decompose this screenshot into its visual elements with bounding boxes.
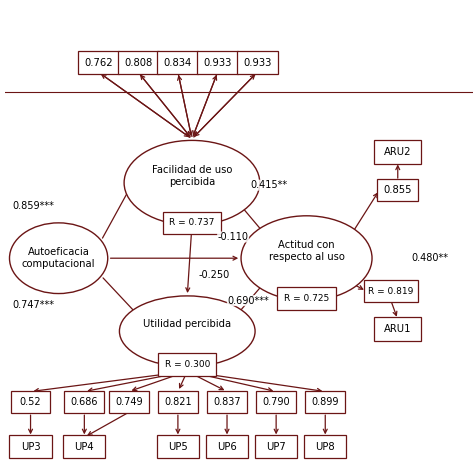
FancyBboxPatch shape — [377, 179, 419, 201]
FancyBboxPatch shape — [10, 391, 50, 413]
Text: -0.250: -0.250 — [199, 270, 230, 280]
FancyBboxPatch shape — [64, 435, 105, 458]
FancyBboxPatch shape — [277, 287, 336, 310]
FancyBboxPatch shape — [78, 51, 119, 74]
Text: Autoeficacia
computacional: Autoeficacia computacional — [22, 247, 95, 269]
Text: 0.749: 0.749 — [115, 397, 143, 407]
Text: UP5: UP5 — [168, 442, 188, 452]
Text: UP6: UP6 — [217, 442, 237, 452]
Text: 0.933: 0.933 — [203, 58, 232, 68]
FancyBboxPatch shape — [206, 435, 248, 458]
Text: 0.834: 0.834 — [164, 58, 192, 68]
Text: 0.762: 0.762 — [84, 58, 113, 68]
Ellipse shape — [241, 216, 372, 301]
FancyBboxPatch shape — [157, 435, 199, 458]
FancyBboxPatch shape — [9, 435, 52, 458]
Text: 0.52: 0.52 — [20, 397, 41, 407]
FancyBboxPatch shape — [157, 51, 199, 74]
Text: UP8: UP8 — [315, 442, 335, 452]
Text: 0.747***: 0.747*** — [12, 301, 54, 310]
Text: Actitud con
respecto al uso: Actitud con respecto al uso — [269, 240, 345, 262]
FancyBboxPatch shape — [158, 353, 217, 375]
FancyBboxPatch shape — [305, 391, 345, 413]
FancyBboxPatch shape — [109, 391, 149, 413]
Text: UP7: UP7 — [266, 442, 286, 452]
FancyBboxPatch shape — [207, 391, 247, 413]
Text: 0.933: 0.933 — [243, 58, 272, 68]
Text: 0.415**: 0.415** — [250, 180, 288, 190]
Text: 0.899: 0.899 — [311, 397, 339, 407]
Text: 0.837: 0.837 — [213, 397, 241, 407]
Text: R = 0.300: R = 0.300 — [164, 360, 210, 369]
FancyBboxPatch shape — [118, 51, 159, 74]
FancyBboxPatch shape — [255, 435, 297, 458]
Text: 0.821: 0.821 — [164, 397, 191, 407]
Text: Facilidad de uso
percibida: Facilidad de uso percibida — [152, 165, 232, 187]
FancyBboxPatch shape — [256, 391, 296, 413]
Text: ARU2: ARU2 — [384, 147, 411, 157]
Text: 0.480**: 0.480** — [412, 253, 449, 263]
Text: 0.690***: 0.690*** — [228, 296, 269, 306]
Text: R = 0.725: R = 0.725 — [284, 294, 329, 303]
Ellipse shape — [9, 223, 108, 293]
Ellipse shape — [124, 140, 260, 225]
FancyBboxPatch shape — [237, 51, 278, 74]
FancyBboxPatch shape — [374, 140, 421, 164]
Text: 0.686: 0.686 — [71, 397, 98, 407]
FancyBboxPatch shape — [197, 51, 238, 74]
Text: 0.859***: 0.859*** — [12, 201, 54, 211]
Ellipse shape — [119, 296, 255, 366]
Text: Utilidad percibida: Utilidad percibida — [143, 319, 231, 329]
Text: R = 0.737: R = 0.737 — [169, 219, 215, 228]
Text: 0.855: 0.855 — [383, 185, 412, 195]
FancyBboxPatch shape — [374, 317, 421, 341]
FancyBboxPatch shape — [158, 391, 198, 413]
Text: 0.808: 0.808 — [124, 58, 152, 68]
FancyBboxPatch shape — [163, 211, 221, 234]
Text: UP3: UP3 — [21, 442, 40, 452]
Text: -0.110: -0.110 — [218, 232, 249, 242]
FancyBboxPatch shape — [304, 435, 346, 458]
Text: R = 0.819: R = 0.819 — [368, 287, 413, 296]
Text: ARU1: ARU1 — [384, 324, 411, 334]
FancyBboxPatch shape — [364, 280, 418, 302]
Text: UP4: UP4 — [74, 442, 94, 452]
Text: 0.790: 0.790 — [262, 397, 290, 407]
FancyBboxPatch shape — [64, 391, 104, 413]
